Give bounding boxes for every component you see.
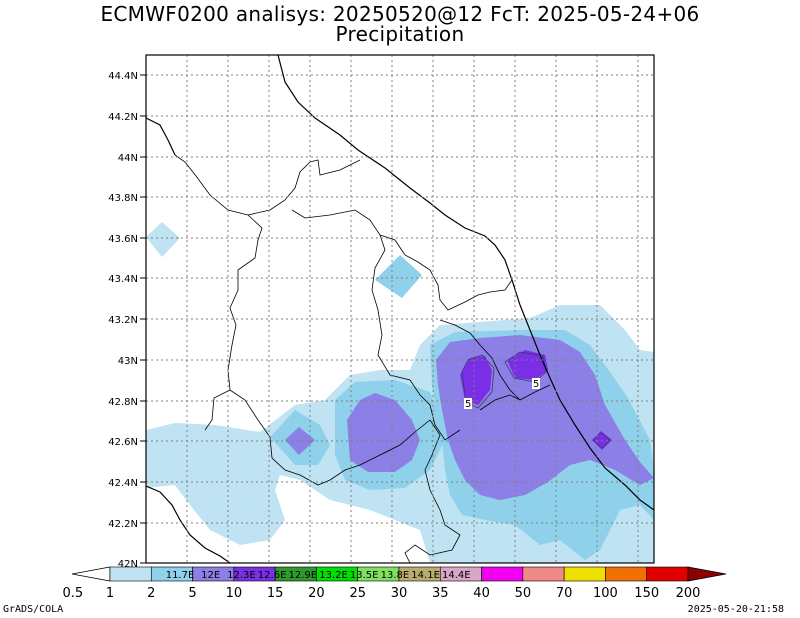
colorbar — [71, 566, 727, 582]
lon-label: 12.6E — [258, 570, 287, 581]
lon-label: 11.7E — [166, 570, 195, 581]
colorbar-segment — [563, 566, 606, 582]
colorbar-segment — [687, 566, 727, 582]
lat-label: 42.2N — [108, 519, 138, 530]
contour-label-2: 5 — [533, 379, 539, 390]
colorbar-value-label: 70 — [556, 586, 573, 601]
colorbar-value-label: 30 — [391, 586, 408, 601]
lat-label: 43.4N — [108, 274, 138, 285]
colorbar-value-label: 35 — [432, 586, 449, 601]
contour-label-1: 5 — [465, 399, 471, 410]
colorbar-value-label: 100 — [593, 586, 618, 601]
colorbar-value-label: 150 — [634, 586, 659, 601]
precipitation-field — [146, 55, 654, 563]
longitude-labels: 11.7E 12E 12.3E 12.6E 12.9E 13.2E 13.5E 13.8E 14… — [166, 570, 471, 581]
lat-label: 43.8N — [108, 193, 138, 204]
lat-label: 44N — [118, 153, 138, 164]
colorbar-segment — [481, 566, 524, 582]
colorbar-segment — [522, 566, 565, 582]
latitude-axis: 44.4N 44.2N 44N 43.8N 43.6N 43.4N 43.2N … — [108, 71, 146, 570]
map-frame — [145, 54, 655, 564]
lat-label: 42.6N — [108, 437, 138, 448]
colorbar-value-label: 2 — [147, 586, 155, 601]
lat-label: 44.2N — [108, 112, 138, 123]
generation-timestamp: 2025-05-20-21:58 — [687, 604, 784, 615]
colorbar-value-label: 15 — [267, 586, 284, 601]
colorbar-value-label: 20 — [308, 586, 325, 601]
title-line-1: ECMWF0200 analisys: 20250520@12 FcT: 202… — [100, 2, 700, 26]
admin-boundaries — [174, 154, 551, 563]
lon-label: 14.4E — [442, 570, 471, 581]
coastline — [146, 55, 654, 563]
lat-label: 43.2N — [108, 315, 138, 326]
colorbar-value-label: 1 — [106, 586, 114, 601]
lon-label: 13.2E — [319, 570, 348, 581]
colorbar-value-label: 50 — [515, 586, 532, 601]
lat-label: 42.8N — [108, 397, 138, 408]
colorbar-value-label: 25 — [349, 586, 366, 601]
colorbar-segment — [109, 566, 152, 582]
lon-label: 13.8E — [381, 570, 410, 581]
title-line-2: Precipitation — [335, 22, 465, 46]
colorbar-segment — [646, 566, 689, 582]
colorbar-value-label: 40 — [473, 586, 490, 601]
lon-label: 12.9E — [289, 570, 318, 581]
lat-label: 43N — [118, 356, 138, 367]
lon-label: 12.3E — [227, 570, 256, 581]
colorbar-value-label: 10 — [226, 586, 243, 601]
lat-label: 44.4N — [108, 71, 138, 82]
lon-label: 13.5E — [350, 570, 379, 581]
lon-label: 12E — [201, 570, 220, 581]
lon-label: 14.1E — [411, 570, 440, 581]
lat-label: 42N — [118, 559, 138, 570]
colorbar-segment — [605, 566, 648, 582]
colorbar-value-label: 5 — [188, 586, 196, 601]
colorbar-segment — [71, 566, 111, 582]
lat-label: 43.6N — [108, 234, 138, 245]
colorbar-value-label: 0.5 — [62, 586, 83, 601]
lat-label: 42.4N — [108, 478, 138, 489]
contour-labels: 5 5 — [464, 378, 540, 410]
colorbar-labels: 0.5 1 2 5 10 15 20 25 30 35 40 50 70 100 150 200 — [62, 586, 700, 601]
colorbar-value-label: 200 — [676, 586, 701, 601]
software-credit: GrADS/COLA — [3, 604, 64, 615]
